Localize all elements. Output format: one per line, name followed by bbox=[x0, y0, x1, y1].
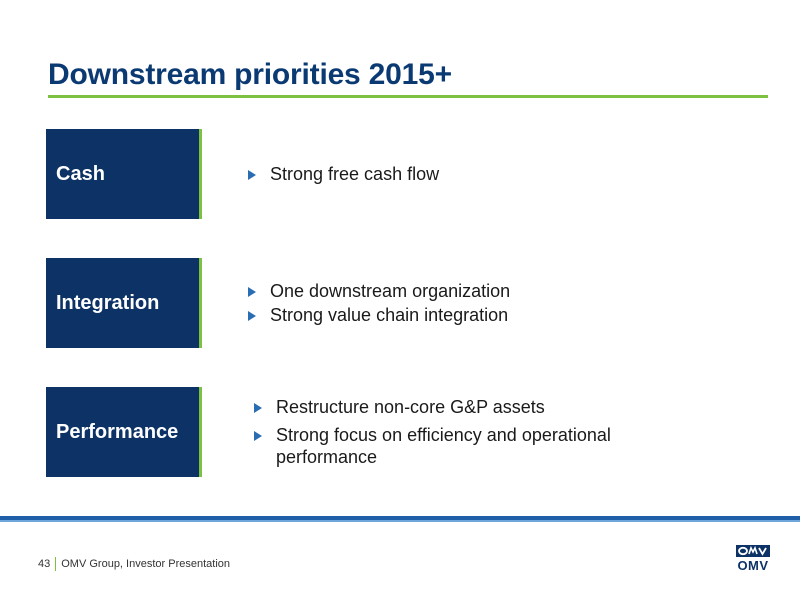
triangle-bullet-icon bbox=[248, 286, 256, 297]
triangle-bullet-icon bbox=[254, 403, 262, 413]
bullet-text: Strong value chain integration bbox=[270, 304, 509, 325]
page-number: 43 bbox=[38, 558, 51, 570]
bullet-text: Restructure non-core G&P assets bbox=[276, 397, 545, 417]
title-underline bbox=[48, 95, 768, 98]
priority-row-cash: Cash Strong free cash flow bbox=[46, 129, 766, 219]
priority-label-box: Cash bbox=[46, 129, 202, 219]
priority-row-performance: Performance Restructure non-core G&P ass… bbox=[46, 387, 766, 477]
triangle-bullet-icon bbox=[248, 310, 256, 321]
priority-row-integration: Integration One downstream organization … bbox=[46, 258, 766, 348]
omv-logo-mark-icon bbox=[736, 545, 770, 557]
omv-logo-word: OMV bbox=[737, 558, 769, 573]
bullet-item: Strong free cash flow bbox=[248, 163, 439, 186]
footer-caption: OMV Group, Investor Presentation bbox=[61, 558, 230, 570]
footer: 43 OMV Group, Investor Presentation bbox=[38, 557, 230, 571]
bullet-text: Strong free cash flow bbox=[270, 163, 440, 184]
bullet-text: Strong focus on efficiency and operation… bbox=[276, 425, 611, 467]
bullet-text: One downstream organization bbox=[270, 280, 511, 301]
footer-band-light bbox=[0, 520, 800, 522]
triangle-bullet-icon bbox=[254, 431, 262, 441]
priority-label-box: Integration bbox=[46, 258, 202, 348]
bullet-list: Strong free cash flow bbox=[248, 129, 439, 219]
bullet-item: Strong value chain integration bbox=[248, 304, 510, 327]
bullet-list: Restructure non-core G&P assets Strong f… bbox=[254, 387, 674, 477]
bullet-item: Restructure non-core G&P assets bbox=[254, 396, 674, 418]
triangle-bullet-icon bbox=[248, 169, 256, 180]
footer-separator bbox=[55, 557, 57, 571]
priority-label: Cash bbox=[56, 162, 105, 185]
omv-logo: OMV bbox=[736, 545, 770, 573]
priority-label: Performance bbox=[56, 420, 179, 443]
priority-label: Integration bbox=[56, 291, 160, 314]
priority-label-box: Performance bbox=[46, 387, 202, 477]
footer-band bbox=[0, 516, 800, 520]
slide-title: Downstream priorities 2015+ bbox=[48, 58, 452, 91]
bullet-item: Strong focus on efficiency and operation… bbox=[254, 424, 674, 468]
bullet-list: One downstream organization Strong value… bbox=[248, 258, 510, 348]
bullet-item: One downstream organization bbox=[248, 280, 510, 303]
